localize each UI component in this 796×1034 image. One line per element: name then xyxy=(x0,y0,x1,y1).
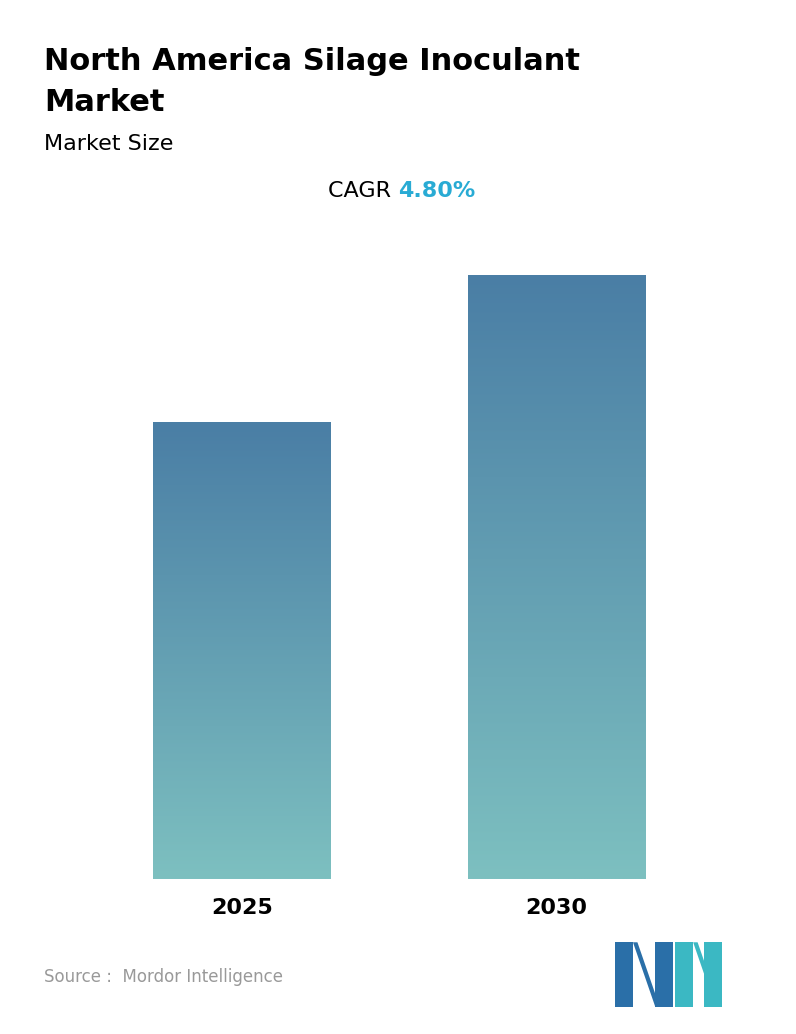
Text: Market Size: Market Size xyxy=(44,134,174,154)
Text: 4.80%: 4.80% xyxy=(398,181,475,201)
Polygon shape xyxy=(633,942,660,1007)
Polygon shape xyxy=(693,942,720,1007)
Text: North America Silage Inoculant: North America Silage Inoculant xyxy=(44,47,579,75)
Polygon shape xyxy=(675,942,693,1007)
Text: Market: Market xyxy=(44,88,164,117)
Polygon shape xyxy=(704,942,722,1007)
Text: Source :  Mordor Intelligence: Source : Mordor Intelligence xyxy=(44,968,283,986)
Text: CAGR: CAGR xyxy=(328,181,398,201)
Polygon shape xyxy=(615,942,633,1007)
Polygon shape xyxy=(655,942,673,1007)
